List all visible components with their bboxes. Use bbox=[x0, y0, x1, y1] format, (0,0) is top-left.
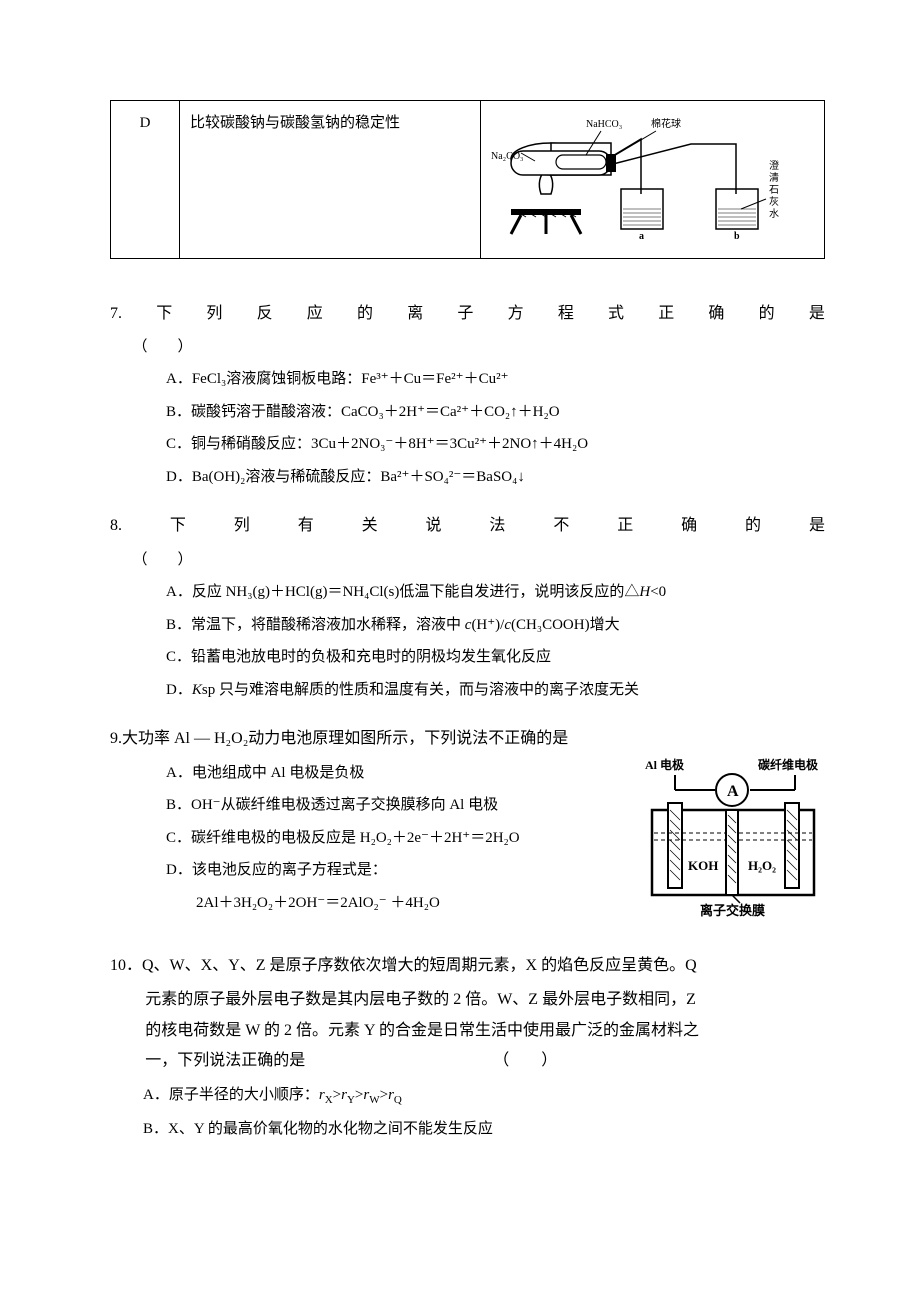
q9-option-b: B．OH⁻从碳纤维电极透过离子交换膜移向 Al 电极 bbox=[166, 791, 630, 820]
table-row: D 比较碳酸钠与碳酸氢钠的稳定性 bbox=[111, 101, 825, 259]
q7-prompt: 7.下列反应的离子方程式正确的是 bbox=[110, 299, 825, 329]
question-10: 10．Q、W、X、Y、Z 是原子序数依次增大的短周期元素，X 的焰色反应呈黄色。… bbox=[110, 951, 825, 1143]
membrane-label: 离子交换膜 bbox=[700, 903, 765, 918]
q8-option-a: A．反应 NH₃(g)＋HCl(g)＝NH₄Cl(s)低温下能自发进行，说明该反… bbox=[166, 578, 825, 607]
q10-line3: 的核电荷数是 W 的 2 倍。元素 Y 的合金是日常生活中使用最广泛的金属材料之 bbox=[110, 1016, 825, 1046]
nahco3-label: NaHCO₃ bbox=[586, 119, 622, 130]
battery-diagram: Al 电极 碳纤维电极 A bbox=[640, 755, 825, 920]
q8-a-ital: H bbox=[639, 584, 650, 600]
q10-line4: 一，下列说法正确的是 （ ） bbox=[110, 1046, 825, 1076]
q8-b-pre: B．常温下，将醋酸稀溶液加水稀释，溶液中 bbox=[166, 617, 465, 633]
row-desc: 比较碳酸钠与碳酸氢钠的稳定性 bbox=[180, 101, 481, 259]
cotton-label: 棉花球 bbox=[651, 117, 681, 130]
na2co3-label: Na₂CO₃ bbox=[491, 151, 524, 162]
q10-line2: 元素的原子最外层电子数是其内层电子数的 2 倍。W、Z 最外层电子数相同，Z bbox=[110, 985, 825, 1015]
q9-prompt: 9.大功率 Al — H₂O₂动力电池原理如图所示，下列说法不正确的是 bbox=[110, 724, 825, 754]
q7-option-b: B．碳酸钙溶于醋酸溶液：CaCO₃＋2H⁺＝Ca²⁺＋CO₂↑＋H₂O bbox=[166, 398, 825, 427]
row-label: D bbox=[111, 101, 180, 259]
h2o2-label: H₂O₂ bbox=[748, 858, 776, 873]
q10-l4-post: （ ） bbox=[493, 1052, 557, 1069]
q9-option-d2: 2Al＋3H₂O₂＋2OH⁻＝2AlO₂⁻ ＋4H₂O bbox=[166, 889, 630, 918]
question-9: 9.大功率 Al — H₂O₂动力电池原理如图所示，下列说法不正确的是 A．电池… bbox=[110, 724, 825, 931]
q10-a-pre: A．原子半径的大小顺序： bbox=[143, 1087, 319, 1103]
q9-option-a: A．电池组成中 Al 电极是负极 bbox=[166, 759, 630, 788]
al-electrode-label: Al 电极 bbox=[645, 757, 685, 772]
row-figure-cell: Na₂CO₃ NaHCO₃ 棉花球 bbox=[481, 101, 825, 259]
q10-option-b: B．X、Y 的最高价氧化物的水化物之间不能发生反应 bbox=[110, 1115, 825, 1144]
question-7: 7.下列反应的离子方程式正确的是 （ ） A．FeCl₃溶液腐蚀铜板电路：Fe³… bbox=[110, 299, 825, 492]
q8-option-b: B．常温下，将醋酸稀溶液加水稀释，溶液中 c(H⁺)/c(CH₃COOH)增大 bbox=[166, 611, 825, 640]
comparison-table: D 比较碳酸钠与碳酸氢钠的稳定性 bbox=[110, 100, 825, 259]
q8-option-c: C．铅蓄电池放电时的负极和充电时的阴极均发生氧化反应 bbox=[166, 643, 825, 672]
q8-b-m1: (H⁺)/ bbox=[471, 617, 504, 633]
q10-l4-pre: 一，下列说法正确的是 bbox=[145, 1052, 305, 1069]
limewater-label: 澄清石灰水 bbox=[769, 159, 779, 220]
q8-prompt: 8.下列有关说法不正确的是 bbox=[110, 511, 825, 541]
q8-a-pre: A．反应 NH₃(g)＋HCl(g)＝NH₄Cl(s)低温下能自发进行，说明该反… bbox=[166, 584, 639, 600]
apparatus-diagram: Na₂CO₃ NaHCO₃ 棉花球 bbox=[491, 109, 801, 239]
q10-option-a: A．原子半径的大小顺序：rX>rY>rW>rQ bbox=[110, 1081, 825, 1111]
q8-b-m2: (CH₃COOH)增大 bbox=[511, 617, 620, 633]
q7-option-a: A．FeCl₃溶液腐蚀铜板电路：Fe³⁺＋Cu＝Fe²⁺＋Cu²⁺ bbox=[166, 365, 825, 394]
q9-option-c: C．碳纤维电极的电极反应是 H₂O₂＋2e⁻＋2H⁺＝2H₂O bbox=[166, 824, 630, 853]
c-electrode-label: 碳纤维电极 bbox=[758, 757, 819, 772]
q8-paren: （ ） bbox=[110, 546, 825, 575]
q8-d-post: sp 只与难溶电解质的性质和温度有关，而与溶液中的离子浓度无关 bbox=[202, 682, 639, 698]
q7-option-c: C．铜与稀硝酸反应：3Cu＋2NO₃⁻＋8H⁺＝3Cu²⁺＋2NO↑＋4H₂O bbox=[166, 430, 825, 459]
q10-line1: 10．Q、W、X、Y、Z 是原子序数依次增大的短周期元素，X 的焰色反应呈黄色。… bbox=[110, 951, 825, 981]
q7-option-d: D．Ba(OH)₂溶液与稀硫酸反应：Ba²⁺＋SO₄²⁻＝BaSO₄↓ bbox=[166, 463, 825, 492]
q8-option-d: D．Ksp 只与难溶电解质的性质和温度有关，而与溶液中的离子浓度无关 bbox=[166, 676, 825, 705]
beaker-a-label: a bbox=[639, 231, 644, 239]
q8-d-ital: K bbox=[192, 682, 202, 698]
q8-d-pre: D． bbox=[166, 682, 192, 698]
koh-label: KOH bbox=[688, 858, 718, 873]
q8-a-post: <0 bbox=[650, 584, 666, 600]
ammeter-label: A bbox=[727, 783, 739, 800]
beaker-b-label: b bbox=[734, 231, 740, 239]
q7-paren: （ ） bbox=[110, 333, 825, 362]
q9-option-d: D．该电池反应的离子方程式是： bbox=[166, 856, 630, 885]
question-8: 8.下列有关说法不正确的是 （ ） A．反应 NH₃(g)＋HCl(g)＝NH₄… bbox=[110, 511, 825, 704]
